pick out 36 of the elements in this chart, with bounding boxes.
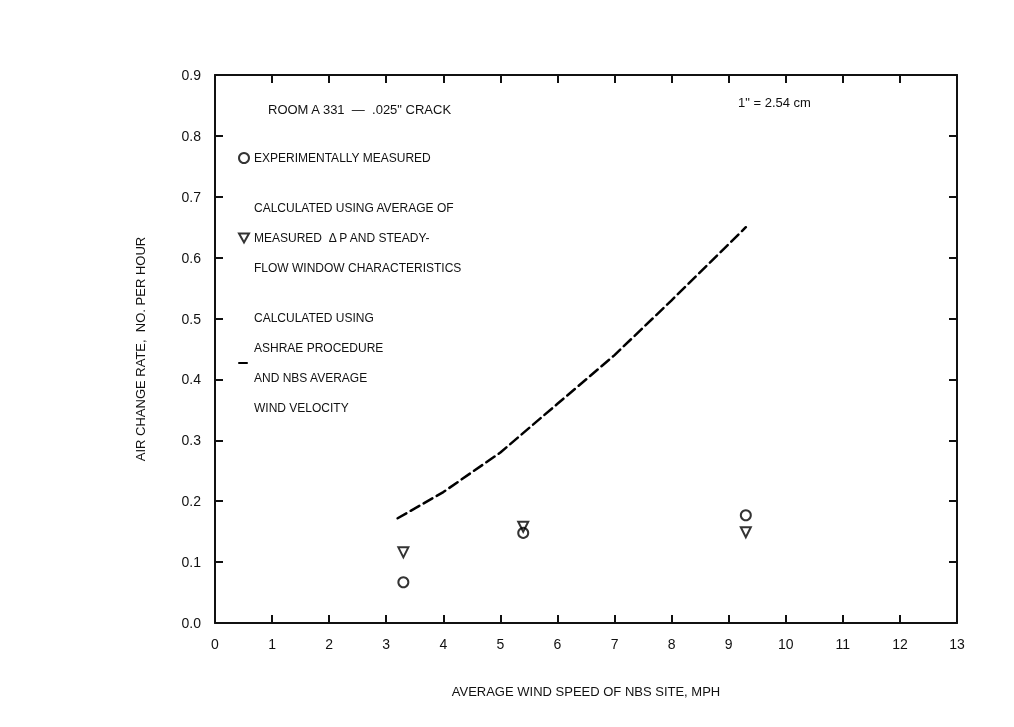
y-tick-label: 0.8 bbox=[181, 127, 202, 144]
y-tick-label: 0.0 bbox=[181, 615, 202, 631]
annotation: 1" = 2.54 cm bbox=[738, 95, 811, 110]
x-axis-title: AVERAGE WIND SPEED OF NBS SITE, MPH bbox=[451, 684, 721, 699]
y-tick-label: 0.1 bbox=[181, 554, 202, 571]
y-tick-label: 0.2 bbox=[181, 493, 202, 510]
x-tick-label: 4 bbox=[439, 636, 448, 652]
y-tick-label: 0.7 bbox=[181, 188, 202, 205]
text: CALCULATED USING ASHRAE PROCEDURE AND NBS AVERAGE WIND VELOCITY bbox=[254, 311, 384, 415]
annotation: ROOM A 331 — .025" CRACK bbox=[268, 102, 452, 117]
point bbox=[397, 576, 410, 589]
y-tick-label: 0.4 bbox=[181, 371, 202, 388]
y-tick-label: 0.3 bbox=[181, 432, 202, 449]
y-tick-label: 0.9 bbox=[181, 67, 202, 83]
x-tick-label: 13 bbox=[949, 636, 965, 652]
y-axis-title: AIR CHANGE RATE, NO. PER HOUR bbox=[133, 236, 148, 462]
x-tick-label: 8 bbox=[667, 636, 676, 652]
text: CALCULATED USING AVERAGE OF MEASURED Δ P AND STEADY- FLOW WINDOW CHARACTERISTICS bbox=[254, 201, 462, 275]
x-tick-label: 1 bbox=[268, 636, 277, 652]
x-tick-label: 7 bbox=[610, 636, 619, 652]
x-tick-label: 12 bbox=[892, 636, 908, 652]
point bbox=[739, 526, 752, 539]
x-tick-label: 9 bbox=[724, 636, 733, 652]
point bbox=[517, 520, 530, 533]
x-tick-label: 3 bbox=[382, 636, 391, 652]
legend-label: EXPERIMENTALLY MEASURED bbox=[254, 151, 432, 165]
x-tick-label: 5 bbox=[496, 636, 505, 652]
y-tick-label: 0.6 bbox=[181, 249, 202, 266]
x-tick-label: 2 bbox=[325, 636, 334, 652]
x-tick-label: 10 bbox=[777, 636, 794, 652]
x-tick-label: 0 bbox=[211, 636, 220, 652]
point bbox=[739, 509, 752, 522]
point bbox=[397, 546, 410, 559]
x-tick-label: 11 bbox=[835, 636, 851, 652]
x-tick-label: 6 bbox=[553, 636, 562, 652]
y-tick-label: 0.5 bbox=[181, 310, 202, 327]
